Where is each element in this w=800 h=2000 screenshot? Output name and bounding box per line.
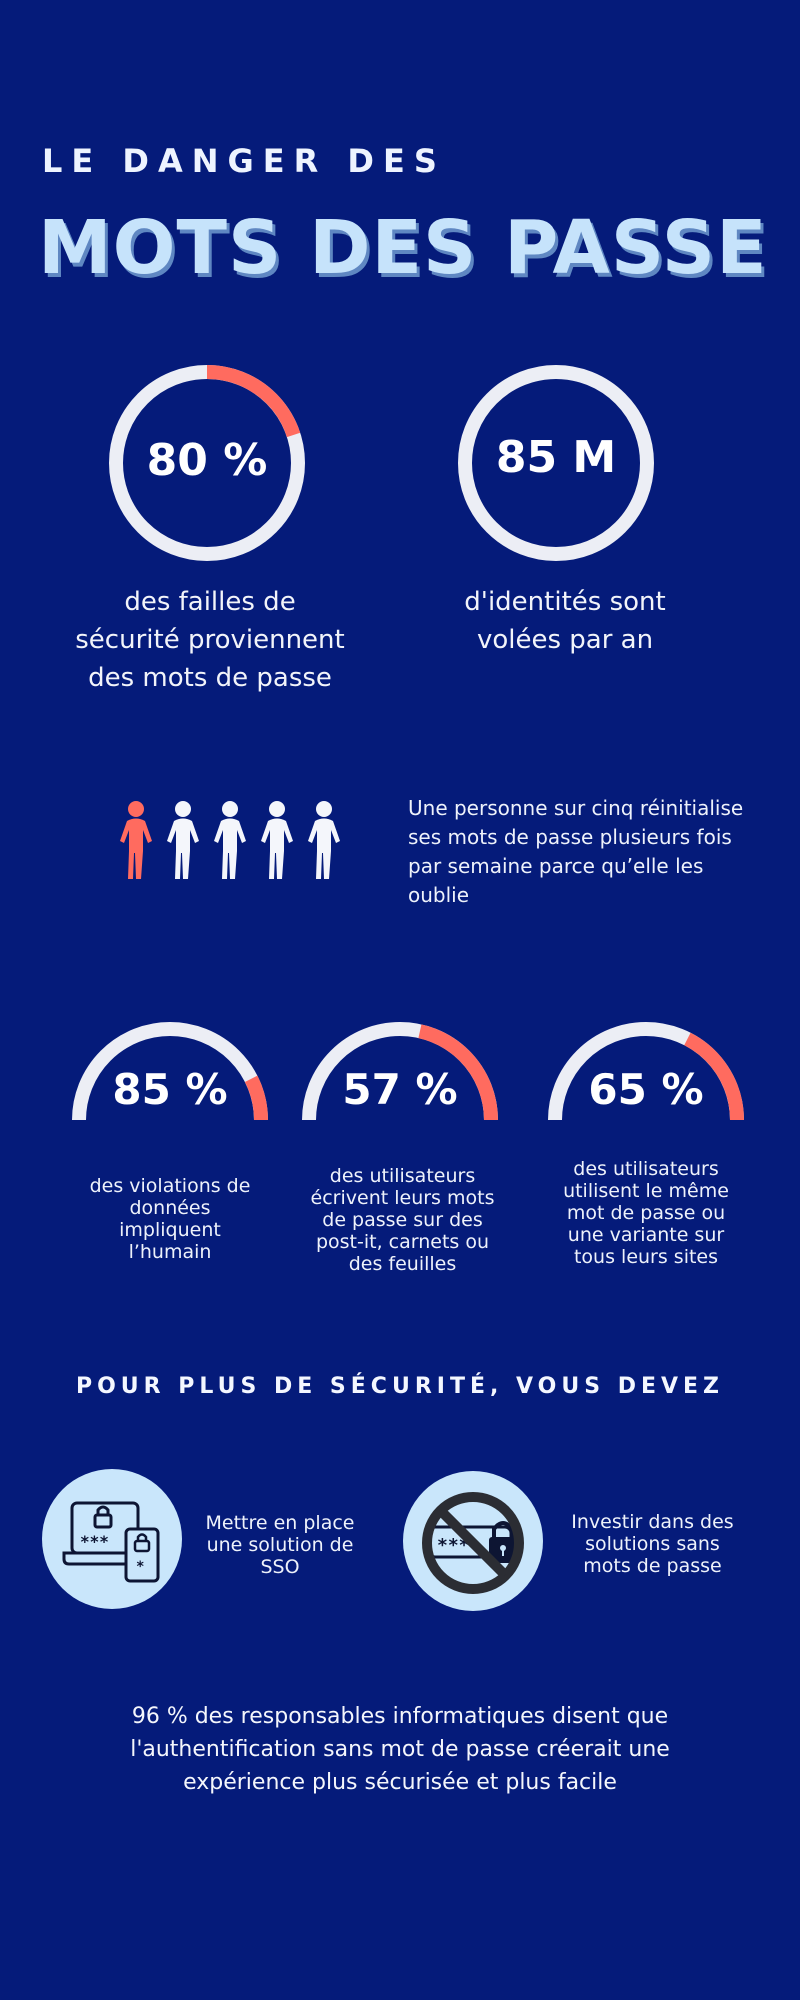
person-icon: [167, 801, 199, 879]
person-icon: [308, 801, 340, 879]
gauge-caption-meme-mot: des utilisateurs utilisent le même mot d…: [563, 1158, 729, 1268]
person-icon: [261, 801, 293, 879]
no-password-icon: ***: [422, 1492, 524, 1594]
page-title: MOTS DES PASSE: [38, 205, 768, 291]
recommendation-text-sso: Mettre en place une solution de SSO: [205, 1512, 355, 1578]
gauge-meme-mot: [548, 1022, 744, 1121]
person-icon-highlighted: [120, 801, 152, 879]
people-statistic-text: Une personne sur cinq réinitialise ses m…: [408, 796, 744, 907]
footer-statistic-text: 96 % des responsables informatiques dise…: [130, 1704, 670, 1795]
stat-ring-failles: [109, 365, 305, 561]
gauge-value-meme-mot: 65 %: [588, 1065, 704, 1114]
person-icon: [214, 801, 246, 879]
svg-text:***: ***: [437, 1535, 470, 1556]
stat-value-identites: 85 M: [495, 432, 617, 483]
gauge-caption-violations: des violations de données impliquent l’h…: [89, 1175, 251, 1263]
gauge-fill: [72, 1022, 268, 1121]
people-row: [120, 801, 340, 879]
gauge-violations: [72, 1022, 268, 1121]
gauge-fill: [302, 1022, 498, 1121]
svg-text:*: *: [136, 1559, 144, 1575]
gauge-post-it: [302, 1022, 498, 1121]
ring-fill: [109, 365, 305, 561]
recommendations-heading: POUR PLUS DE SÉCURITÉ, VOUS DEVEZ: [75, 1374, 725, 1399]
stat-value-failles: 80 %: [146, 435, 268, 486]
gauge-value-violations: 85 %: [112, 1065, 228, 1114]
kicker-heading: LE DANGER DES: [42, 142, 446, 180]
gauge-caption-post-it: des utilisateurs écrivent leurs mots de …: [310, 1165, 495, 1275]
gauge-value-post-it: 57 %: [342, 1065, 458, 1114]
stat-ring-identites: [458, 365, 654, 561]
no-password-badge: ***: [403, 1471, 543, 1611]
sso-devices-icon: *** *: [62, 1501, 160, 1583]
stat-caption-failles: des failles de sécurité proviennent des …: [75, 587, 345, 693]
svg-text:***: ***: [80, 1532, 109, 1551]
sso-badge: *** *: [42, 1469, 182, 1609]
ring-track: [458, 365, 654, 561]
gauge-fill: [548, 1022, 744, 1121]
stat-caption-identites: d'identités sont volées par an: [464, 587, 666, 655]
recommendation-text-passwordless: Investir dans des solutions sans mots de…: [571, 1511, 734, 1577]
